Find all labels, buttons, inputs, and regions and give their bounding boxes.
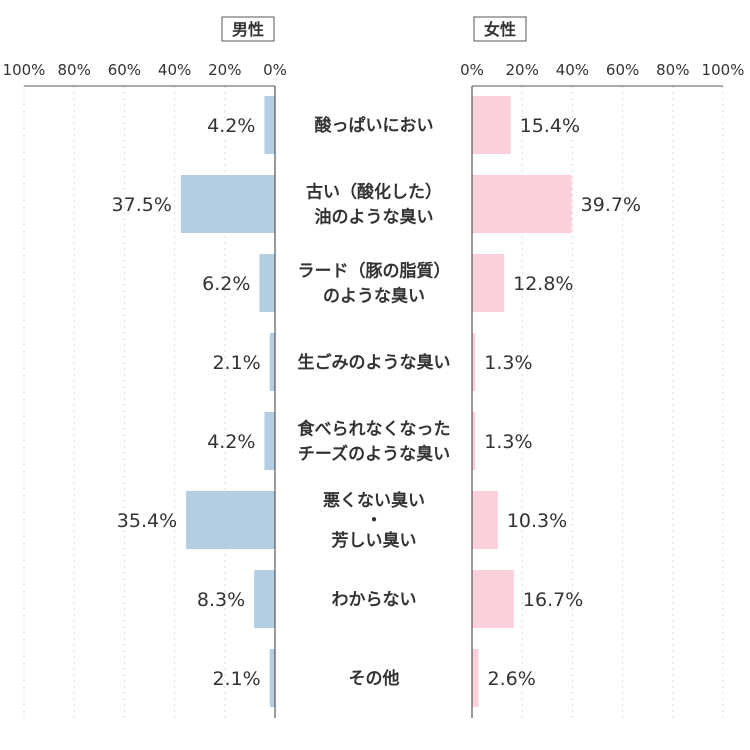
bar-male — [269, 649, 275, 707]
category-label: 酸っぱいにおい — [315, 115, 434, 136]
category-label: わからない — [332, 590, 417, 610]
bar-male — [186, 491, 275, 549]
value-label-male: 37.5% — [112, 194, 172, 216]
bar-male — [259, 254, 275, 312]
bar-male — [264, 96, 275, 154]
bar-female — [472, 175, 572, 233]
value-label-male: 8.3% — [197, 589, 245, 611]
male-header-box — [221, 16, 275, 42]
x-tick-label-male: 0% — [263, 61, 287, 79]
female-header-label: 女性 — [484, 20, 516, 39]
bar-male — [180, 175, 275, 233]
value-label-male: 2.1% — [212, 668, 260, 690]
category-label: のような臭い — [323, 286, 425, 307]
category-label: 油のような臭い — [315, 207, 434, 228]
category-label: ラード（豚の脂質） — [298, 261, 451, 282]
x-tick-label-female: 20% — [506, 61, 539, 79]
bar-female — [472, 96, 511, 154]
x-tick-label-female: 80% — [656, 61, 689, 79]
value-label-female: 1.3% — [484, 352, 532, 374]
bar-male — [269, 333, 275, 391]
value-label-female: 10.3% — [507, 510, 567, 532]
value-label-female: 1.3% — [484, 431, 532, 453]
value-label-female: 16.7% — [523, 589, 583, 611]
category-label: 悪くない臭い — [323, 490, 425, 511]
x-tick-label-female: 60% — [606, 61, 639, 79]
x-tick-label-male: 20% — [208, 61, 241, 79]
value-label-male: 4.2% — [207, 115, 255, 137]
category-label: 食べられなくなった — [298, 419, 451, 440]
value-label-female: 2.6% — [488, 668, 536, 690]
value-label-male: 35.4% — [117, 510, 177, 532]
category-label: チーズのような臭い — [298, 444, 450, 465]
x-tick-label-male: 60% — [108, 61, 141, 79]
bar-female — [472, 254, 505, 312]
bar-male — [264, 412, 275, 470]
value-label-female: 12.8% — [513, 273, 573, 295]
male-header-label: 男性 — [232, 20, 264, 39]
x-tick-label-male: 40% — [158, 61, 191, 79]
value-label-male: 2.1% — [212, 352, 260, 374]
bar-female — [472, 491, 498, 549]
value-label-female: 39.7% — [581, 194, 641, 216]
x-tick-label-female: 100% — [702, 61, 745, 79]
value-label-male: 4.2% — [207, 431, 255, 453]
value-label-male: 6.2% — [202, 273, 250, 295]
category-label: ・ — [366, 511, 383, 531]
x-tick-label-male: 80% — [58, 61, 91, 79]
bar-male — [254, 570, 275, 628]
category-label: 芳しい臭い — [332, 530, 417, 551]
x-tick-label-female: 40% — [556, 61, 589, 79]
x-tick-label-male: 100% — [3, 61, 46, 79]
category-label: 古い（酸化した） — [306, 182, 442, 203]
bar-female — [472, 333, 476, 391]
category-label: 生ごみのような臭い — [298, 352, 451, 373]
x-tick-label-female: 0% — [460, 61, 484, 79]
bar-female — [472, 649, 479, 707]
category-label: その他 — [349, 668, 400, 689]
female-header-box — [473, 16, 527, 42]
value-label-female: 15.4% — [520, 115, 580, 137]
bar-female — [472, 412, 476, 470]
bar-female — [472, 570, 514, 628]
